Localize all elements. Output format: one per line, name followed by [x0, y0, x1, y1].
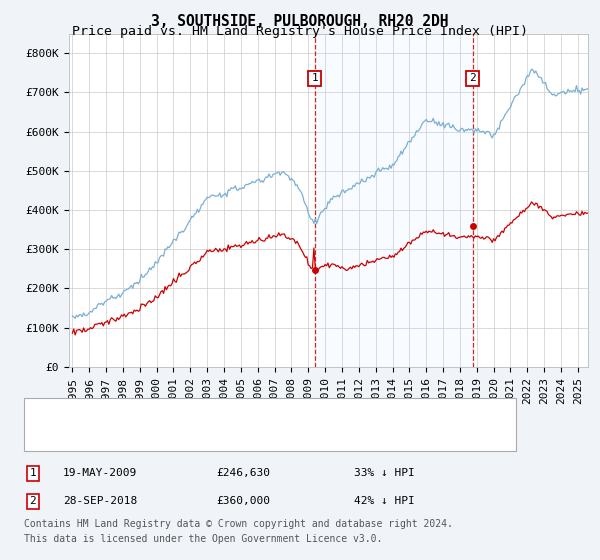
- Text: 19-MAY-2009: 19-MAY-2009: [63, 468, 137, 478]
- Text: ——: ——: [33, 406, 48, 419]
- Text: 42% ↓ HPI: 42% ↓ HPI: [354, 496, 415, 506]
- Text: 1: 1: [311, 73, 318, 83]
- Bar: [314, 34, 473, 367]
- Text: £360,000: £360,000: [216, 496, 270, 506]
- Text: This data is licensed under the Open Government Licence v3.0.: This data is licensed under the Open Gov…: [24, 534, 382, 544]
- Text: HPI: Average price, detached house, Horsham: HPI: Average price, detached house, Hors…: [63, 431, 353, 441]
- Text: 28-SEP-2018: 28-SEP-2018: [63, 496, 137, 506]
- Text: 3, SOUTHSIDE, PULBOROUGH, RH20 2DH: 3, SOUTHSIDE, PULBOROUGH, RH20 2DH: [151, 14, 449, 29]
- Text: £246,630: £246,630: [216, 468, 270, 478]
- Text: Contains HM Land Registry data © Crown copyright and database right 2024.: Contains HM Land Registry data © Crown c…: [24, 519, 453, 529]
- Text: Price paid vs. HM Land Registry's House Price Index (HPI): Price paid vs. HM Land Registry's House …: [72, 25, 528, 38]
- Text: 1: 1: [29, 468, 37, 478]
- Text: 2: 2: [29, 496, 37, 506]
- Text: 3, SOUTHSIDE, PULBOROUGH, RH20 2DH (detached house): 3, SOUTHSIDE, PULBOROUGH, RH20 2DH (deta…: [63, 408, 407, 418]
- Text: ——: ——: [33, 430, 48, 442]
- Text: 33% ↓ HPI: 33% ↓ HPI: [354, 468, 415, 478]
- Text: 2: 2: [469, 73, 476, 83]
